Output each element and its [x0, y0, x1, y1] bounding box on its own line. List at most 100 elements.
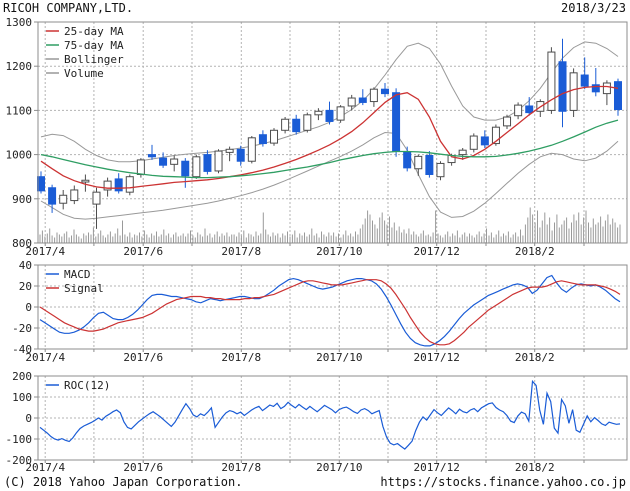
y-tick-label: 20	[19, 280, 32, 293]
y-tick-label: 200	[12, 370, 32, 383]
y-tick-label: 1100	[6, 104, 33, 117]
candle-down	[480, 136, 489, 146]
candle-down	[525, 105, 534, 114]
x-tick-label: 2017/12	[414, 351, 460, 364]
y-tick-label: 1300	[6, 16, 33, 29]
candle-up	[81, 179, 90, 183]
candle-up	[136, 159, 145, 175]
legend: ROC(12)	[46, 379, 110, 392]
candle-down	[403, 151, 412, 169]
candle-up	[125, 176, 134, 193]
candle-up	[103, 180, 112, 191]
candle-up	[70, 189, 79, 202]
candle-down	[380, 88, 389, 95]
candle-down	[614, 81, 622, 111]
price-chart: 2017/4 2017/6 2017/8 2017/10 2017/12 2018/2 13…	[6, 16, 628, 258]
x-tick-label: 2017/6	[123, 351, 163, 364]
candle-up	[303, 114, 312, 131]
x-tick-label: 2017/8	[221, 245, 261, 258]
y-tick-label: 1200	[6, 60, 33, 73]
plot-border	[37, 375, 628, 461]
candle-up	[458, 149, 467, 156]
candle-up	[314, 110, 323, 116]
x-tick-label: 2017/4	[25, 461, 65, 474]
bollinger-lower-line	[40, 131, 619, 220]
signal-line	[39, 279, 621, 346]
x-tick-label: 2017/12	[414, 245, 460, 258]
y-tick-label: -100	[6, 433, 33, 446]
candle-down	[147, 154, 156, 158]
volume-bars	[39, 207, 621, 243]
candle-up	[192, 156, 201, 178]
candle-down	[203, 154, 212, 172]
x-tick-label: 2017/10	[316, 351, 362, 364]
y-tick-label: 100	[12, 391, 32, 404]
candle-down	[114, 178, 123, 192]
candle-down	[580, 74, 589, 87]
ma25-line	[40, 85, 619, 189]
x-tick-label: 2018/2	[515, 461, 555, 474]
candle-up	[281, 118, 290, 131]
candle-up	[569, 72, 578, 111]
candle-up	[503, 116, 512, 127]
candle-up	[336, 106, 345, 121]
x-tick-label: 2017/4	[25, 351, 65, 364]
x-tick-label: 2017/12	[414, 461, 460, 474]
candle-up	[247, 137, 256, 162]
y-tick-label: 0	[25, 412, 32, 425]
candle-down	[325, 109, 334, 122]
candle-down	[358, 97, 367, 103]
candle-down	[181, 160, 190, 177]
x-tick-label: 2017/4	[25, 245, 65, 258]
plot-border	[37, 21, 628, 244]
legend-label: Signal	[64, 282, 104, 295]
candle-up	[469, 135, 478, 150]
y-tick-label: -40	[12, 343, 32, 356]
candle-down	[258, 134, 267, 145]
chart-date: 2018/3/23	[560, 1, 626, 15]
candle-up	[514, 104, 523, 117]
y-tick-label: -200	[6, 454, 33, 467]
y-tick-label: 0	[25, 301, 32, 314]
candle-down	[37, 176, 45, 192]
x-tick-label: 2018/2	[515, 351, 555, 364]
plot-border	[37, 264, 628, 350]
x-tick-label: 2017/6	[123, 461, 163, 474]
y-tick-label: -20	[12, 322, 32, 335]
candlesticks	[37, 38, 622, 229]
x-tick-label: 2017/10	[316, 245, 362, 258]
candle-up	[491, 126, 500, 145]
legend-label: Volume	[64, 67, 104, 80]
x-tick-label: 2017/8	[221, 351, 261, 364]
source-url: https://stocks.finance.yahoo.co.jp	[380, 475, 626, 489]
ma75-line	[40, 119, 619, 179]
copyright-text: (C) 2018 Yahoo Japan Corporation.	[4, 475, 243, 489]
roc12-line	[39, 379, 621, 450]
candle-up	[369, 88, 378, 103]
candle-down	[236, 148, 245, 162]
y-tick-label: 1000	[6, 149, 33, 162]
y-tick-label: 800	[12, 237, 32, 250]
candle-up	[214, 150, 223, 172]
candle-up	[436, 162, 445, 178]
candle-down	[159, 157, 168, 166]
x-tick-label: 2017/8	[221, 461, 261, 474]
candle-down	[591, 84, 600, 93]
x-tick-label: 2017/6	[123, 245, 163, 258]
candle-up	[547, 51, 556, 111]
candle-down	[392, 92, 401, 152]
candle-down	[48, 187, 57, 205]
legend-label: Bollinger	[64, 53, 124, 66]
candle-up	[347, 97, 356, 107]
legend-label: MACD	[64, 268, 91, 281]
legend-label: 25-day MA	[64, 25, 124, 38]
x-tick-label: 2018/2	[515, 245, 555, 258]
macd-line	[39, 274, 621, 347]
candle-down	[425, 154, 434, 175]
candle-up	[602, 82, 611, 95]
candle-up	[225, 148, 234, 153]
